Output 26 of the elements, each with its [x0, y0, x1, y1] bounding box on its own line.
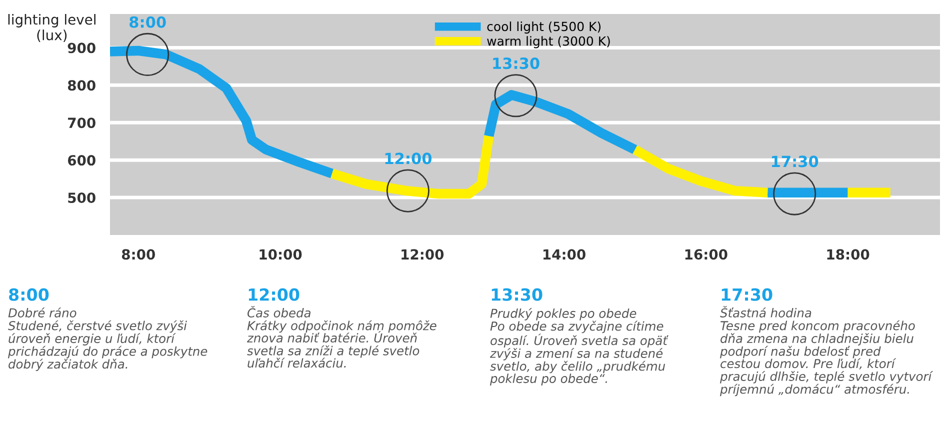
- text: Dobré ráno Studené, čerstvé svetlo zvýši úroveň energie u ľudí, ktorí prichádzajú do práce a poskytne dobrý začiatok dňa.: [8, 308, 208, 372]
- x-tick-label: 8:00: [122, 249, 155, 260]
- text: Čas obeda Krátky odpočinok nám pomôže znova nabiť batérie. Úroveň svetla sa zníži a teplé svetlo uľahčí relaxáciu.: [246, 306, 436, 368]
- legend-label: cool light (5500 K): [487, 22, 601, 34]
- annotation: 8:00: [130, 16, 166, 28]
- text: Prudký pokles po obede Po obede sa zvyčajne cítime ospalí. Úroveň svetla sa opäť zvýši a zmení sa na studené svetlo, aby čelilo „prudkému poklesu po obede“.: [490, 308, 668, 386]
- x-tick-label: 18:00: [827, 249, 870, 260]
- text: 12:00: [248, 288, 300, 301]
- x-tick-label: 10:00: [260, 249, 302, 260]
- text: Šťastná hodina Tesne pred koncom pracovného dňa zmena na chladnejšiu bielu podporí našu bdelosť pred cestou domov. Pre ľudí, ktorí pracujú dlhšie, teplé svetlo vytvorí príjemnú „domácu“ atmosféru.: [720, 306, 934, 396]
- y-tick-label: 600: [68, 155, 96, 166]
- annotation: 13:30: [493, 58, 540, 70]
- text: 8:00: [9, 288, 49, 301]
- text: 13:30: [492, 288, 542, 301]
- text: 17:30: [722, 288, 772, 301]
- y-axis-title: lighting level (lux): [8, 14, 96, 42]
- annotation: 12:00: [385, 152, 432, 164]
- x-tick-label: 14:00: [543, 249, 586, 260]
- x-tick-label: 16:00: [685, 249, 728, 260]
- y-tick-label: 800: [68, 80, 96, 91]
- x-tick-label: 12:00: [402, 249, 444, 260]
- annotation: 17:30: [772, 156, 818, 168]
- y-tick-label: 700: [68, 118, 96, 128]
- legend-label: warm light (3000 K): [487, 36, 610, 48]
- y-tick-label: 900: [68, 42, 96, 54]
- y-tick-label: 500: [68, 192, 96, 204]
